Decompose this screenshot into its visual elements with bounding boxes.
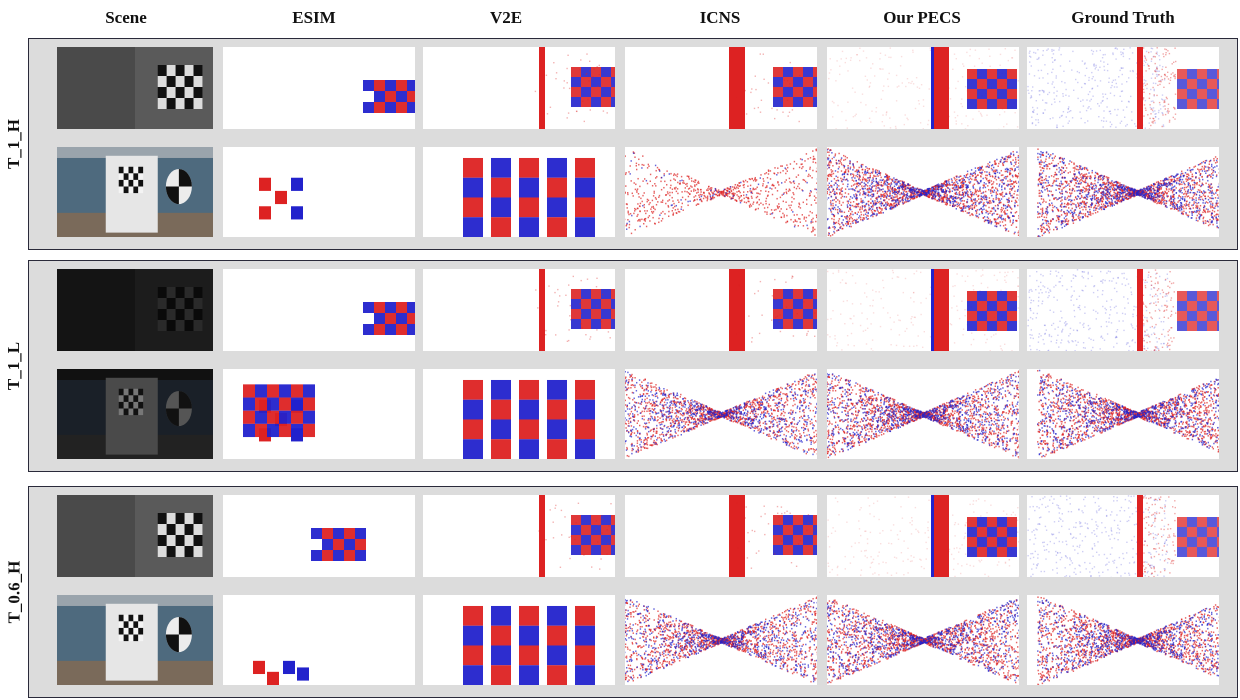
row-label-text: T_0.6_H <box>4 561 24 624</box>
pecs-event-image <box>828 47 1019 129</box>
gt-event-image <box>1037 148 1219 237</box>
gt-panel <box>1027 595 1219 685</box>
gt-panel <box>1027 495 1219 577</box>
esim-event-image <box>363 69 415 113</box>
esim-panel <box>223 369 415 459</box>
icns-panel <box>625 369 817 459</box>
scene-event-image <box>57 269 213 351</box>
scene-panel <box>57 269 213 351</box>
column-header-row: Scene ESIM V2E ICNS Our PECS Ground Trut… <box>28 0 1240 36</box>
gt-panel <box>1027 47 1219 129</box>
v2e-panel <box>423 47 615 129</box>
row-label-t06h: T_0.6_H <box>0 486 28 698</box>
scene-event-image <box>57 147 213 237</box>
gt-panel <box>1027 269 1219 351</box>
scene-panel <box>57 495 213 577</box>
column-header-scene: Scene <box>76 8 176 28</box>
pecs-panel <box>827 47 1019 129</box>
result-group-t1l <box>28 260 1238 472</box>
column-header-ground-truth: Ground Truth <box>1048 8 1198 28</box>
icns-panel <box>625 147 817 237</box>
row-label-t1h: T_1_H <box>0 38 28 250</box>
scene-panel <box>57 369 213 459</box>
scene-event-image <box>57 595 213 685</box>
v2e-panel <box>423 495 615 577</box>
scene-event-image <box>57 47 213 129</box>
esim-panel <box>223 495 415 577</box>
icns-event-image <box>625 596 817 683</box>
gt-event-image <box>1027 495 1219 577</box>
gt-panel <box>1027 369 1219 459</box>
pecs-event-image <box>827 599 1019 684</box>
icns-event-image <box>729 269 817 351</box>
pecs-panel <box>827 369 1019 459</box>
gt-event-image <box>1027 47 1219 129</box>
v2e-panel <box>423 147 615 237</box>
esim-panel <box>223 47 415 129</box>
gt-event-image <box>1037 369 1219 458</box>
v2e-event-image <box>463 379 595 459</box>
esim-event-image <box>363 291 415 335</box>
pecs-event-image <box>827 370 1019 459</box>
icns-event-image <box>625 370 817 458</box>
pecs-panel <box>827 269 1019 351</box>
v2e-event-image <box>535 269 615 351</box>
gt-event-image <box>1027 269 1219 351</box>
esim-event-image <box>253 660 309 685</box>
row-label-t1l: T_1_L <box>0 260 28 472</box>
result-group-t06h <box>28 486 1238 698</box>
pecs-panel <box>827 147 1019 237</box>
scene-panel <box>57 47 213 129</box>
scene-event-image <box>57 369 213 459</box>
esim-panel <box>223 269 415 351</box>
pecs-event-image <box>827 269 1019 351</box>
row-label-text: T_1_L <box>4 342 24 390</box>
icns-panel <box>625 495 817 577</box>
v2e-event-image <box>534 47 615 129</box>
v2e-panel <box>423 269 615 351</box>
v2e-panel <box>423 369 615 459</box>
esim-panel <box>223 595 415 685</box>
scene-panel <box>57 595 213 685</box>
v2e-event-image <box>463 157 595 237</box>
pecs-panel <box>827 595 1019 685</box>
column-header-esim: ESIM <box>264 8 364 28</box>
column-header-icns: ICNS <box>670 8 770 28</box>
v2e-panel <box>423 595 615 685</box>
icns-panel <box>625 595 817 685</box>
icns-panel <box>625 269 817 351</box>
column-header-v2e: V2E <box>456 8 556 28</box>
gt-event-image <box>1037 596 1219 685</box>
pecs-panel <box>827 495 1019 577</box>
esim-event-image <box>311 517 366 561</box>
v2e-event-image <box>538 495 615 577</box>
esim-event-image <box>243 384 315 442</box>
esim-panel <box>223 147 415 237</box>
column-header-our-pecs: Our PECS <box>852 8 992 28</box>
scene-event-image <box>57 495 213 577</box>
icns-event-image <box>729 47 817 129</box>
row-label-text: T_1_H <box>4 119 24 169</box>
v2e-event-image <box>463 605 595 685</box>
pecs-event-image <box>827 495 1019 577</box>
icns-event-image <box>729 495 817 577</box>
icns-panel <box>625 47 817 129</box>
scene-panel <box>57 147 213 237</box>
result-group-t1h <box>28 38 1238 250</box>
esim-event-image <box>259 177 303 220</box>
icns-event-image <box>625 148 817 236</box>
pecs-event-image <box>827 148 1019 237</box>
gt-panel <box>1027 147 1219 237</box>
